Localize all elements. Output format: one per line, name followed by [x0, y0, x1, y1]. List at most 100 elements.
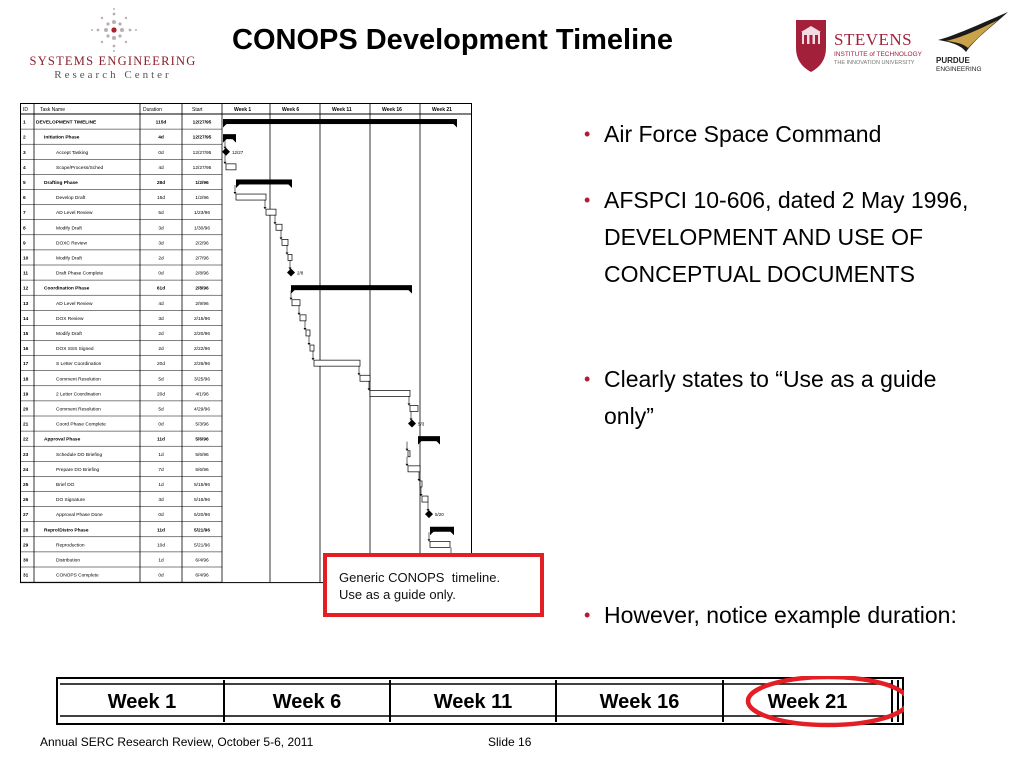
gantt-row-task: DOX Review — [56, 316, 84, 322]
gantt-row-start: 12/27/95 — [193, 120, 212, 126]
gantt-row-id: 7 — [23, 210, 26, 216]
gantt-task-bar — [299, 314, 307, 322]
gantt-row-duration: 0d — [158, 573, 164, 579]
gantt-row-start: 4/1/96 — [195, 391, 209, 397]
gantt-milestone-label: 2/8 — [297, 271, 304, 276]
gantt-row-start: 5/21/96 — [194, 542, 210, 548]
stevens-name: STEVENS — [834, 30, 913, 49]
gantt-row-task: Coordination Phase — [44, 286, 90, 292]
week-strip-label: Week 1 — [108, 691, 177, 713]
gantt-row-id: 15 — [23, 331, 29, 337]
slide-title: CONOPS Development Timeline — [232, 24, 674, 56]
footer-event: Annual SERC Research Review, October 5-6… — [40, 735, 314, 749]
weeks-strip: Week 1 Week 6 Week 11 Week 16 Week 21 — [56, 676, 904, 728]
gantt-row-id: 20 — [23, 406, 29, 412]
serc-dots-icon — [91, 8, 137, 52]
gantt-row-start: 12/27/95 — [193, 165, 212, 171]
bullet-list: • Air Force Space Command • AFSPCI 10-606,… — [584, 116, 984, 676]
gantt-row-duration: 2d — [158, 331, 164, 337]
gantt-row-duration: 10d — [157, 542, 165, 548]
gantt-row-id: 3 — [23, 150, 26, 156]
gantt-row-id: 12 — [23, 286, 29, 292]
serc-subtitle: Research Center — [54, 69, 172, 81]
gantt-row-id: 4 — [23, 165, 26, 171]
gantt-row-task: Modify Draft — [56, 331, 83, 337]
gantt-task-bar — [369, 390, 411, 397]
gantt-row-task: Approval Phase — [44, 437, 81, 443]
gantt-row-duration: 7d — [158, 467, 164, 473]
bullet-item: • Air Force Space Command — [584, 121, 882, 147]
gantt-row-task: 2 Letter Coordination — [56, 391, 101, 397]
gantt-row-start: 5/6/96 — [195, 467, 209, 473]
gantt-row-task: S Letter Coordination — [56, 361, 102, 367]
gantt-row-task: AD Level Review — [56, 301, 93, 307]
gantt-task-bar — [281, 239, 289, 246]
gantt-row-id: 23 — [23, 452, 29, 458]
gantt-row-start: 5/3/96 — [195, 422, 209, 428]
purdue-name: PURDUE — [936, 56, 970, 65]
gantt-row-start: 5/20/96 — [194, 512, 210, 518]
gantt-header-task: Task Name — [40, 107, 65, 113]
gantt-row-task: Accept Tasking — [56, 150, 89, 156]
gantt-row-duration: 0d — [158, 422, 164, 428]
gantt-row-task: Brief DO — [56, 482, 75, 488]
gantt-row-start: 1/23/96 — [194, 210, 210, 216]
gantt-row-id: 11 — [23, 271, 28, 277]
gantt-task-bar — [313, 359, 361, 367]
gantt-row-task: Draft Phase Complete — [56, 271, 104, 277]
gantt-row-start: 12/27/95 — [193, 135, 212, 141]
purdue-subtitle: ENGINEERING — [936, 66, 982, 73]
gantt-milestone — [222, 147, 230, 156]
gantt-row-id: 25 — [23, 482, 29, 488]
slide-number: Slide 16 — [488, 735, 532, 749]
gantt-week-header: Week 1 — [234, 107, 251, 113]
gantt-row-duration: 11d — [157, 527, 165, 533]
gantt-header-duration: Duration — [143, 107, 162, 113]
gantt-week-header: Week 6 — [282, 107, 299, 113]
gantt-task-bar — [305, 329, 311, 337]
week-strip-label: Week 11 — [434, 691, 513, 713]
bullet-item: • Clearly states to “Use as a guide only” — [584, 366, 937, 429]
gantt-row-duration: 0d — [158, 271, 164, 277]
gantt-row-duration: 4d — [158, 165, 164, 171]
week-strip-label: Week 6 — [273, 691, 342, 713]
gantt-task-bar — [429, 541, 451, 548]
gantt-header-start: Start — [192, 107, 203, 113]
gantt-row-duration: 0d — [158, 512, 164, 518]
gantt-row-task: Coord Phase Complete — [56, 422, 106, 428]
gantt-row-task: Reproduction — [56, 542, 85, 548]
gantt-row-task: Distribution — [56, 557, 80, 563]
gantt-row-id: 21 — [23, 422, 29, 428]
gantt-row-start: 1/2/96 — [195, 180, 209, 186]
gantt-row-id: 24 — [23, 467, 29, 473]
gantt-summary-bar — [223, 134, 236, 140]
gantt-row-id: 18 — [23, 376, 29, 382]
gantt-row-duration: 5d — [158, 210, 164, 216]
gantt-row-duration: 4d — [158, 135, 164, 141]
bullet-item: • However, notice example duration: — [584, 602, 957, 628]
gantt-row-id: 30 — [23, 557, 29, 563]
gantt-row-start: 12/27/95 — [193, 150, 212, 156]
gantt-row-start: 5/6/96 — [195, 452, 209, 458]
gantt-row-id: 26 — [23, 497, 29, 503]
gantt-row-start: 1/2/96 — [195, 195, 209, 201]
gantt-row-duration: 1d — [158, 482, 164, 488]
gantt-row-id: 1 — [23, 120, 26, 126]
gantt-row-id: 14 — [23, 316, 29, 322]
gantt-task-bar — [419, 480, 423, 488]
gantt-row-id: 6 — [23, 195, 26, 201]
gantt-week-header: Week 21 — [432, 107, 452, 113]
gantt-row-start: 2/9/96 — [195, 301, 209, 307]
gantt-task-bar — [409, 405, 419, 412]
gantt-row-task: Comment Resolution — [56, 406, 101, 412]
purdue-logo: PURDUE ENGINEERING — [932, 10, 1012, 80]
gantt-task-bar — [309, 344, 315, 352]
gantt-week-header: Week 16 — [382, 107, 402, 113]
gantt-row-duration: 11d — [157, 437, 165, 443]
gantt-summary-bar — [236, 179, 292, 185]
gantt-row-duration: 5d — [158, 376, 164, 382]
purdue-swoosh-icon — [938, 12, 1008, 52]
gantt-row-id: 9 — [23, 240, 26, 246]
gantt-row-start: 5/15/96 — [194, 482, 210, 488]
stevens-logo: STEVENS INSTITUTE of TECHNOLOGY THE INNO… — [792, 14, 922, 76]
